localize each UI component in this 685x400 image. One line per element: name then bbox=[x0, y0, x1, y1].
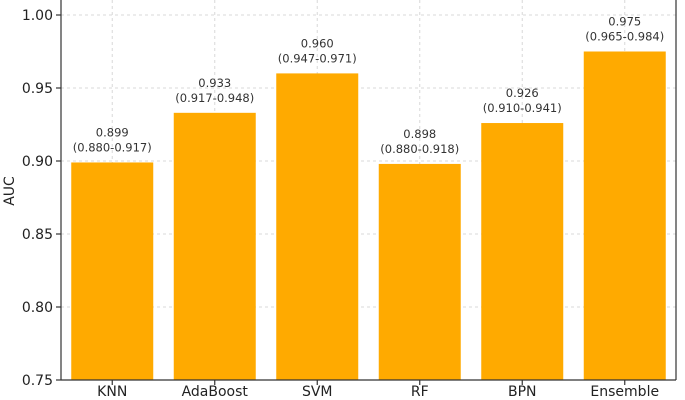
bar-ci-label: (0.917-0.948) bbox=[175, 91, 254, 105]
grid bbox=[61, 0, 676, 380]
bar-value-label: 0.975 bbox=[608, 15, 641, 29]
bar-value-label: 0.960 bbox=[301, 36, 334, 50]
x-tick-label: RF bbox=[411, 384, 429, 400]
x-tick-label: Ensemble bbox=[590, 384, 659, 400]
bar-value-label: 0.899 bbox=[96, 125, 129, 139]
bar-ensemble bbox=[583, 51, 666, 380]
x-tick-label: AdaBoost bbox=[182, 384, 249, 400]
bar-ci-label: (0.880-0.917) bbox=[73, 140, 152, 154]
bar-knn bbox=[71, 162, 154, 380]
bars bbox=[71, 51, 666, 381]
bar-ci-label: (0.947-0.971) bbox=[278, 51, 357, 65]
bar-adaboost bbox=[173, 112, 256, 380]
data-labels: 0.899(0.880-0.917) 0.933(0.917-0.948) 0.96… bbox=[73, 15, 664, 156]
y-axis-label: AUC bbox=[2, 176, 18, 206]
axes: 0.75 0.80 0.85 0.90 0.95 1.00 KNN AdaBoost SVM RF… bbox=[22, 0, 677, 400]
y-tick-label: 1.00 bbox=[22, 8, 53, 24]
bar-value-label: 0.926 bbox=[506, 86, 539, 100]
bar-value-label: 0.898 bbox=[403, 127, 436, 141]
y-tick-label: 0.85 bbox=[22, 227, 53, 243]
bar-ci-label: (0.965-0.984) bbox=[585, 30, 664, 44]
x-tick-label: BPN bbox=[508, 384, 537, 400]
y-tick-label: 0.80 bbox=[22, 300, 53, 316]
bar-value-label: 0.933 bbox=[198, 76, 231, 90]
y-tick-label: 0.95 bbox=[22, 81, 53, 97]
bar-bpn bbox=[481, 123, 564, 380]
bar-ci-label: (0.910-0.941) bbox=[483, 101, 562, 115]
y-tick-label: 0.90 bbox=[22, 154, 53, 170]
bar-svm bbox=[276, 73, 359, 381]
y-tick-label: 0.75 bbox=[22, 373, 53, 389]
x-tick-label: SVM bbox=[302, 384, 333, 400]
x-tick-label: KNN bbox=[97, 384, 127, 400]
bar-ci-label: (0.880-0.918) bbox=[380, 142, 459, 156]
bar-rf bbox=[378, 163, 461, 380]
